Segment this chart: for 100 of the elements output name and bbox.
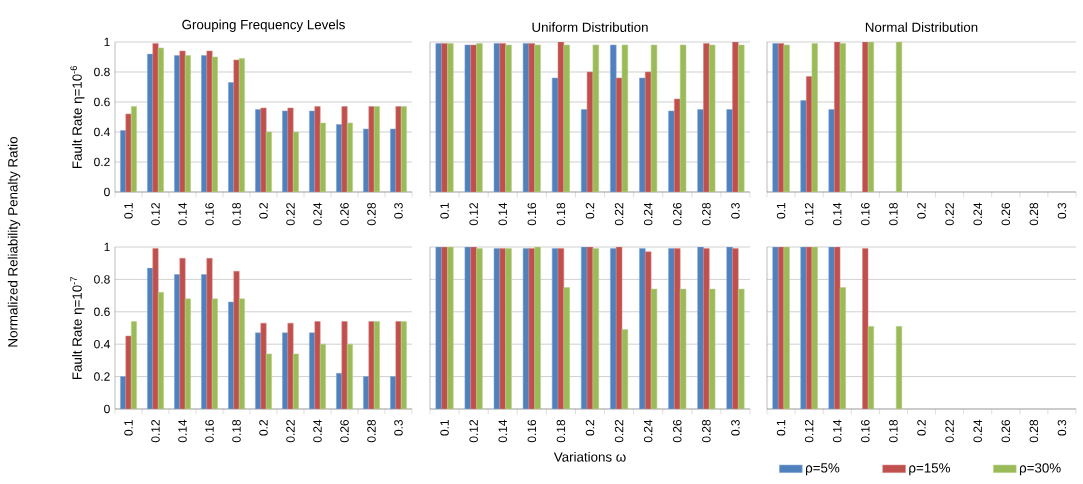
- bar: [206, 50, 213, 192]
- x-tick-label: 0.16: [205, 419, 214, 443]
- bar: [703, 43, 710, 192]
- bar: [505, 248, 512, 409]
- y-tick-label: 0.2: [94, 372, 110, 381]
- y-tick-label: 0: [104, 187, 110, 197]
- x-tick-label: 0.18: [232, 202, 241, 226]
- x-tick-label: 0.2: [585, 420, 595, 436]
- y-tick-label: 0.6: [94, 307, 110, 317]
- x-tick-label: 0.22: [614, 203, 624, 226]
- x-tick-label: 0.22: [945, 203, 954, 226]
- bar: [639, 77, 646, 192]
- bar: [447, 43, 454, 192]
- x-tick-label: 0.28: [367, 202, 376, 226]
- x-tick-label: 0.26: [673, 419, 682, 443]
- chart-title: Grouping Frequency Levels: [182, 19, 345, 32]
- bar: [233, 59, 240, 192]
- bar: [679, 44, 687, 192]
- bar: [179, 258, 186, 409]
- x-tick-label: 0.18: [556, 202, 566, 226]
- bar: [557, 41, 565, 192]
- bar: [828, 109, 835, 192]
- bar: [650, 44, 658, 192]
- bar: [697, 246, 704, 409]
- bar: [738, 44, 745, 192]
- x-tick-label: 0.1: [440, 419, 449, 436]
- chart-title: Normal Distribution: [865, 22, 978, 32]
- bar: [260, 107, 267, 192]
- bar: [709, 288, 716, 409]
- bar: [668, 248, 675, 409]
- y-tick-label: 1: [104, 37, 110, 47]
- y-tick-label: 0.8: [94, 67, 110, 77]
- x-tick-label: 0.24: [313, 202, 322, 226]
- bar: [470, 44, 477, 192]
- x-tick-label: 0.28: [367, 419, 376, 443]
- x-axis-title: Variations ω: [553, 451, 626, 462]
- bar: [341, 321, 348, 409]
- bar: [493, 43, 501, 192]
- x-tick-label: 0.18: [889, 419, 898, 443]
- bar: [679, 288, 687, 409]
- x-tick-label: 0.18: [232, 419, 241, 443]
- bar: [470, 246, 477, 409]
- bar: [563, 287, 570, 409]
- bar: [615, 246, 623, 409]
- bar: [528, 43, 535, 192]
- bar: [800, 100, 807, 192]
- bar: [592, 248, 599, 409]
- x-tick-label: 0.24: [643, 202, 653, 226]
- bar: [476, 248, 483, 409]
- x-tick-label: 0.3: [394, 202, 403, 219]
- bar: [341, 106, 348, 192]
- y-tick-label: 0.2: [94, 157, 110, 167]
- bar: [534, 44, 541, 192]
- bar: [464, 246, 471, 409]
- bar: [368, 321, 375, 409]
- bar: [528, 248, 535, 409]
- bar: [499, 248, 506, 409]
- bar: [287, 322, 294, 409]
- x-tick-label: 0.24: [973, 419, 982, 443]
- bar: [522, 248, 530, 409]
- bar: [395, 106, 402, 192]
- x-tick-label: 0.2: [917, 203, 926, 219]
- x-tick-label: 0.26: [1001, 202, 1011, 226]
- x-tick-label: 0.18: [556, 419, 566, 443]
- x-tick-label: 0.28: [702, 419, 711, 443]
- x-tick-label: 0.16: [527, 202, 537, 226]
- bar: [233, 271, 240, 409]
- x-tick-label: 0.14: [498, 202, 507, 226]
- x-tick-label: 0.12: [151, 420, 160, 443]
- x-tick-label: 0.16: [861, 419, 870, 443]
- x-tick-label: 0.3: [394, 419, 403, 436]
- x-tick-label: 0.14: [178, 419, 187, 443]
- bar: [703, 248, 710, 409]
- x-tick-label: 0.26: [340, 202, 349, 226]
- y-tick-label: 1: [104, 242, 110, 252]
- x-tick-label: 0.1: [440, 202, 449, 219]
- bar: [287, 107, 294, 192]
- x-tick-label: 0.18: [889, 202, 898, 226]
- x-tick-label: 0.1: [124, 419, 133, 436]
- x-tick-label: 0.26: [673, 202, 682, 226]
- x-tick-label: 0.26: [1001, 419, 1011, 443]
- bar: [800, 246, 807, 409]
- bar: [610, 44, 617, 192]
- bar: [732, 248, 739, 409]
- bar: [674, 248, 681, 409]
- bar: [828, 246, 835, 409]
- bar: [435, 246, 442, 409]
- bar: [125, 335, 132, 409]
- y-tick-label: 0.4: [94, 339, 110, 349]
- x-tick-label: 0.24: [313, 419, 322, 443]
- x-tick-label: 0.3: [731, 419, 740, 436]
- bar: [732, 41, 739, 192]
- x-tick-label: 0.3: [1057, 419, 1067, 436]
- bar: [726, 109, 733, 192]
- x-tick-label: 0.3: [1057, 202, 1067, 219]
- x-tick-label: 0.2: [585, 203, 595, 219]
- x-tick-label: 0.12: [151, 203, 160, 226]
- bar: [726, 246, 733, 409]
- bar: [441, 246, 448, 409]
- bar: [586, 71, 594, 192]
